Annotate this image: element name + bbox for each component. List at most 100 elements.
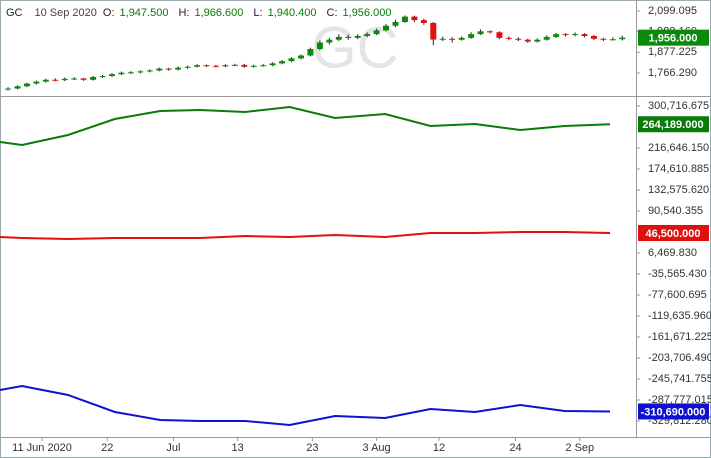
candle-body [553, 34, 560, 37]
y-tick-label: 1,766.290 [648, 67, 697, 79]
candle-body [496, 32, 503, 38]
x-tick-label: 12 [433, 442, 445, 454]
candle-body [354, 35, 361, 38]
candle-body [572, 34, 579, 36]
candle-body [524, 39, 531, 42]
candle-body [411, 16, 418, 21]
candle-body [61, 78, 68, 81]
last-value-label: 264,189.000 [642, 119, 703, 131]
candle-body [609, 39, 616, 41]
y-tick-label: -245,741.755 [648, 373, 711, 385]
candle-body [23, 83, 30, 87]
y-tick-label: 174,610.885 [648, 163, 709, 175]
y-tick-label: -77,600.695 [648, 289, 707, 301]
candle-body [14, 86, 21, 89]
x-tick-label: 22 [101, 442, 113, 454]
y-tick-label: -203,706.490 [648, 352, 711, 364]
candle-body [279, 61, 286, 64]
x-tick-label: 3 Aug [363, 442, 391, 454]
candle-body [297, 55, 304, 59]
last-value-label: 1,956.000 [649, 33, 698, 45]
candle-body [345, 36, 352, 38]
header-text: 1,947.500 [120, 7, 169, 19]
candle-body [203, 65, 210, 67]
candle-body [562, 34, 569, 36]
candle-body [194, 65, 201, 67]
y-tick-label: -35,565.430 [648, 268, 707, 280]
last-value-box [638, 225, 709, 242]
candle-body [543, 36, 550, 40]
last-value-box [638, 29, 709, 46]
header-text: L: [253, 7, 262, 19]
candle-body [430, 22, 437, 40]
y-tick-label: -119,635.960 [648, 310, 711, 322]
candle-body [42, 79, 49, 82]
candle-body [401, 16, 408, 22]
line-series [0, 105, 611, 147]
candle-body [137, 71, 144, 73]
candle-body [175, 67, 182, 70]
watermark: GC [312, 15, 399, 80]
candle-body [260, 65, 267, 67]
candle-body [335, 36, 342, 40]
candle-body [52, 79, 59, 81]
y-tick-label: 216,646.150 [648, 142, 709, 154]
candle-body [71, 78, 78, 80]
candle-body [156, 68, 163, 71]
candle-body [581, 34, 588, 36]
candle-body [165, 68, 172, 70]
y-tick-label: 2,099.095 [648, 5, 697, 17]
x-tick-label: 2 Sep [565, 442, 594, 454]
candle-body [231, 64, 238, 66]
y-tick-label: -161,671.225 [648, 331, 711, 343]
x-tick-label: 13 [232, 442, 244, 454]
candle-body [392, 21, 399, 26]
candle-body [184, 66, 191, 68]
last-value-label: 46,500.000 [645, 228, 700, 240]
candle-body [439, 38, 446, 40]
last-value-box [638, 403, 709, 420]
header-text: GC [6, 7, 23, 19]
candle-body [250, 65, 257, 67]
candle-body [449, 38, 456, 40]
candle-body [619, 37, 626, 40]
candle-body [90, 76, 97, 80]
y-tick-label: 132,575.620 [648, 184, 709, 196]
candle-body [486, 31, 493, 33]
candle-body [373, 30, 380, 35]
x-tick-label: 11 Jun 2020 [12, 442, 72, 454]
last-value-label: -310,690.000 [641, 406, 706, 418]
header-text: H: [178, 7, 189, 19]
candle-body [326, 39, 333, 43]
candle-body [600, 38, 607, 40]
candle-body [458, 37, 465, 40]
candle-body [468, 34, 475, 38]
header-text: 1,956.000 [343, 7, 392, 19]
candle-body [316, 42, 323, 50]
last-value-box [638, 116, 709, 133]
candle-body [5, 88, 12, 90]
y-tick-label: 90,540.355 [648, 205, 703, 217]
candle-body [364, 34, 371, 36]
header-text: 1,966.600 [194, 7, 243, 19]
line-series [0, 230, 611, 240]
candle-body [515, 38, 522, 40]
line-series [0, 384, 611, 427]
candle-body [477, 31, 484, 35]
candle-body [534, 39, 541, 42]
candle-body [307, 49, 314, 56]
candle-body [108, 74, 115, 77]
candle-body [241, 64, 248, 67]
x-tick-label: 24 [509, 442, 521, 454]
y-tick-label: 300,716.675 [648, 100, 709, 112]
y-tick-label: -287,777.015 [648, 394, 711, 406]
header-text: C: [327, 7, 338, 19]
candle-body [146, 70, 153, 72]
candle-body [33, 81, 40, 84]
x-tick-label: 23 [306, 442, 318, 454]
header-text: 10 Sep 2020 [35, 7, 97, 19]
y-tick-label: 6,469.830 [648, 247, 697, 259]
header-text: O: [103, 7, 115, 19]
candle-body [222, 65, 229, 67]
